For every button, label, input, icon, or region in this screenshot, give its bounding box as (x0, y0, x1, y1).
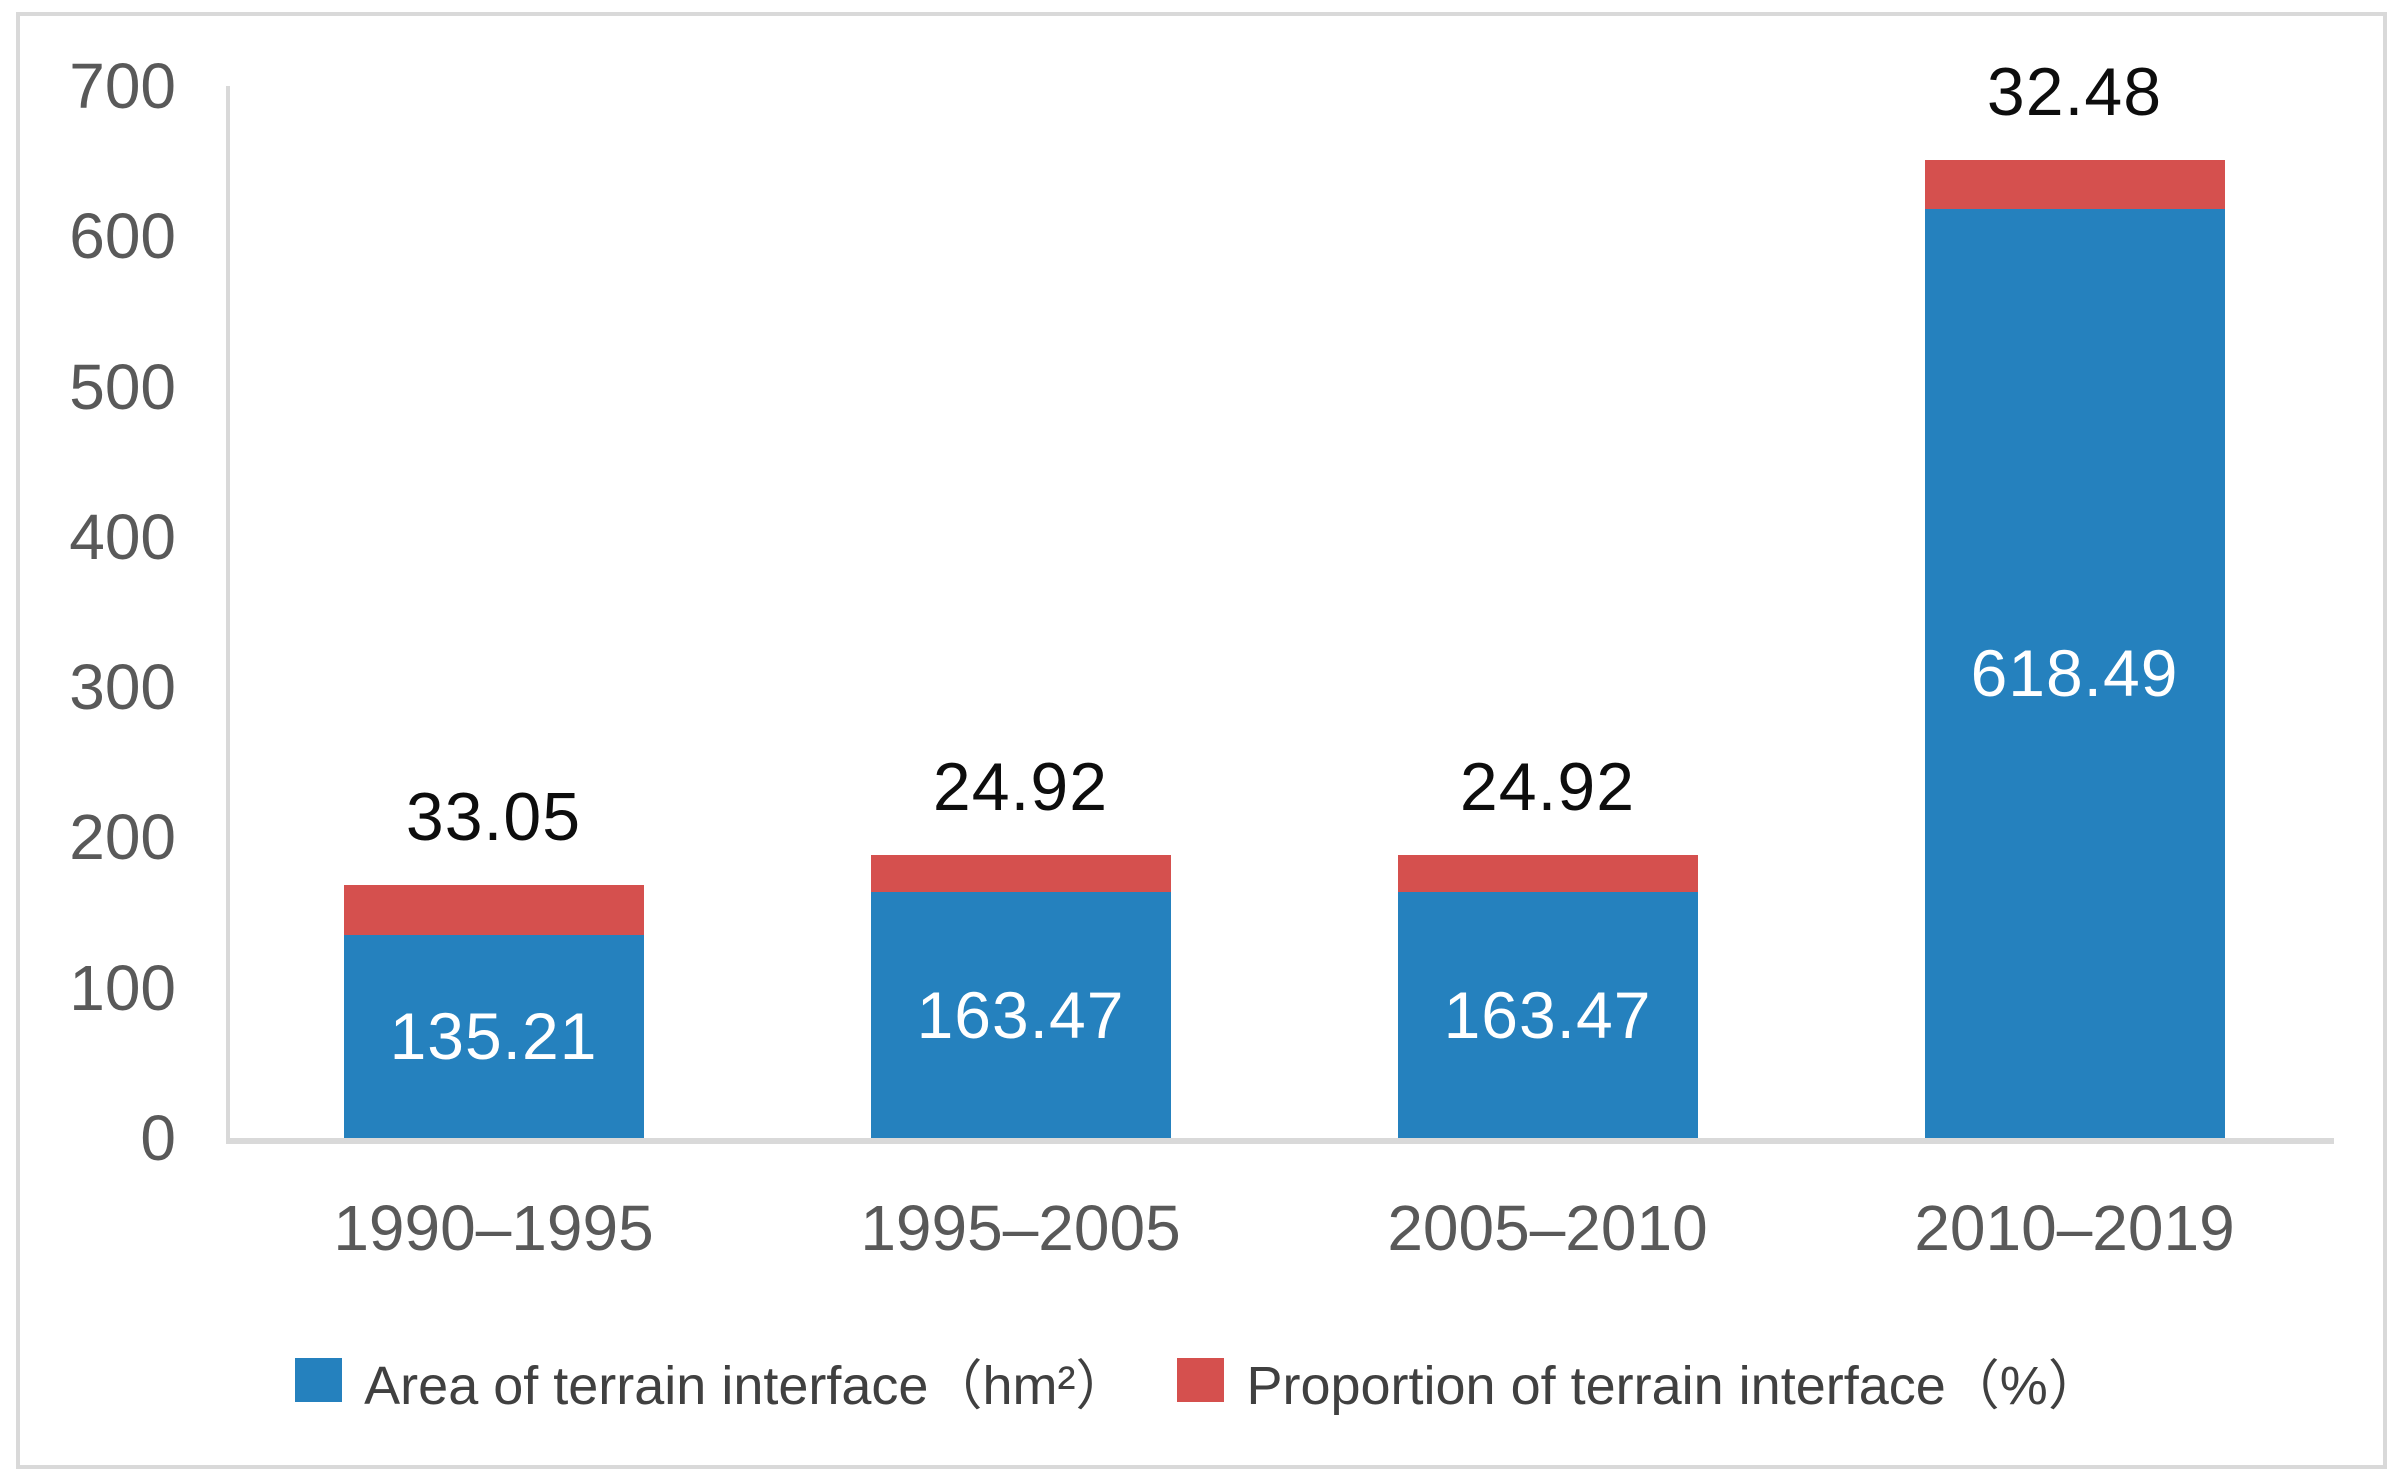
legend: Area of terrain interface（hm²） Proportion… (0, 1340, 2397, 1420)
x-axis-category-label: 1990–1995 (333, 1192, 654, 1264)
bar-segment-proportion (343, 885, 644, 935)
x-axis-category-label: 1995–2005 (860, 1192, 1181, 1264)
legend-label: Proportion of terrain interface（%） (1246, 1355, 2102, 1416)
legend-swatch (295, 1358, 343, 1402)
data-label-area: 135.21 (389, 999, 598, 1074)
bar-segment-proportion (1924, 159, 2225, 209)
legend-swatch (1177, 1358, 1225, 1402)
bar-slot: 32.48 618.49 (1811, 58, 2338, 1138)
x-axis-line (226, 1138, 2334, 1144)
bar-slot: 33.05 135.21 (230, 86, 757, 1138)
y-tick-label: 300 (69, 651, 176, 724)
y-tick-label: 700 (69, 50, 176, 122)
data-label-proportion: 24.92 (1459, 748, 1636, 825)
x-axis-category-label: 2005–2010 (1387, 1192, 1708, 1264)
y-tick-label: 400 (69, 500, 176, 573)
data-label-area: 618.49 (1970, 636, 2179, 711)
y-tick-label: 500 (69, 350, 176, 423)
data-label-area: 163.47 (916, 978, 1125, 1053)
y-tick-label: 600 (69, 200, 176, 273)
plot-area: 33.05 135.21 24.92 163.47 24.92 163.47 32.48 61… (230, 58, 2338, 1138)
bar-segment-area: 135.21 (343, 934, 644, 1138)
bar-segment-proportion (1397, 854, 1698, 893)
x-axis-category-label: 2010–2019 (1914, 1192, 2235, 1264)
bar-segment-area: 163.47 (870, 892, 1171, 1138)
legend-item: Area of terrain interface（hm²） (295, 1341, 1129, 1420)
bar-segment-proportion (870, 854, 1171, 893)
data-label-proportion: 32.48 (1986, 53, 2163, 130)
y-tick-label: 100 (69, 951, 176, 1024)
y-tick-label: 200 (69, 801, 176, 874)
bar-segment-area: 163.47 (1397, 892, 1698, 1138)
data-label-proportion: 33.05 (405, 779, 582, 856)
legend-item: Proportion of terrain interface（%） (1177, 1341, 2102, 1420)
bar-segment-area: 618.49 (1924, 208, 2225, 1138)
y-axis-line (226, 86, 230, 1143)
legend-label: Area of terrain interface（hm²） (364, 1355, 1130, 1416)
bar-slot: 24.92 163.47 (757, 86, 1284, 1138)
data-label-proportion: 24.92 (932, 748, 1109, 825)
x-axis-category-labels: 1990–1995 1995–2005 2005–2010 2010–2019 (230, 1196, 2338, 1260)
bar-slot: 24.92 163.47 (1284, 86, 1811, 1138)
data-label-area: 163.47 (1443, 978, 1652, 1053)
y-tick-label: 0 (140, 1102, 176, 1174)
